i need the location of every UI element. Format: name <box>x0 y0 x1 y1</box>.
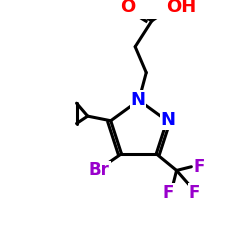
Text: F: F <box>162 184 174 202</box>
Text: O: O <box>120 0 136 16</box>
Text: OH: OH <box>166 0 196 16</box>
Text: N: N <box>160 111 176 129</box>
Text: F: F <box>188 184 200 202</box>
Text: Br: Br <box>89 162 110 180</box>
Text: N: N <box>130 91 146 109</box>
Text: F: F <box>194 158 205 176</box>
